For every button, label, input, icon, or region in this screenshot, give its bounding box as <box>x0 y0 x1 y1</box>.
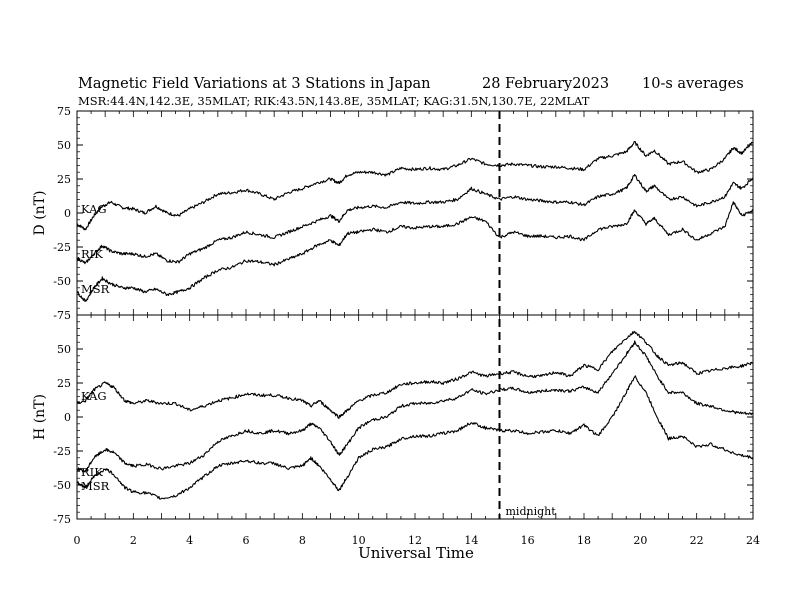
panel-frame <box>76 110 754 316</box>
x-tick-label: 0 <box>74 534 81 547</box>
series-line-msr <box>76 375 754 500</box>
x-axis-label: Universal Time <box>358 544 474 562</box>
series-label-rik: RIK <box>81 465 103 479</box>
y-tick-label: -25 <box>53 445 71 458</box>
y-tick-label: 25 <box>57 377 71 390</box>
y-tick-label: 0 <box>64 207 71 220</box>
series-label-rik: RIK <box>81 247 103 261</box>
chart-averaging: 10-s averages <box>642 76 744 92</box>
series-label-kag: KAG <box>81 202 107 216</box>
x-tick-label: 6 <box>243 534 250 547</box>
chart-date: 28 February2023 <box>482 76 609 92</box>
x-tick-label: 20 <box>633 534 647 547</box>
x-tick-label: 12 <box>408 534 422 547</box>
y-tick-label: -50 <box>53 479 71 492</box>
x-tick-label: 16 <box>521 534 535 547</box>
x-tick-label: 14 <box>464 534 478 547</box>
series-line-kag <box>76 140 754 231</box>
x-tick-label: 2 <box>130 534 137 547</box>
x-tick-label: 22 <box>690 534 704 547</box>
series-line-msr <box>76 201 754 302</box>
y-tick-label: 50 <box>57 139 71 152</box>
x-tick-label: 10 <box>352 534 366 547</box>
midnight-label: midnight <box>506 505 557 518</box>
y-tick-label: -50 <box>53 275 71 288</box>
y-tick-label: 75 <box>57 105 71 118</box>
y-tick-label: 50 <box>57 343 71 356</box>
y-axis-label: D (nT) <box>32 191 48 236</box>
series-line-rik <box>76 340 754 473</box>
series-label-msr: MSR <box>81 282 110 296</box>
y-tick-label: 25 <box>57 173 71 186</box>
x-tick-label: 4 <box>186 534 193 547</box>
series-line-rik <box>76 173 754 265</box>
y-tick-label: 0 <box>64 411 71 424</box>
chart-title: Magnetic Field Variations at 3 Stations … <box>78 76 431 92</box>
series-label-msr: MSR <box>81 479 110 493</box>
y-tick-label: -75 <box>53 309 71 322</box>
chart-subtitle: MSR:44.4N,142.3E, 35MLAT; RIK:43.5N,143.… <box>78 94 590 108</box>
y-tick-label: -75 <box>53 513 71 526</box>
series-line-kag <box>76 330 754 420</box>
y-tick-label: -25 <box>53 241 71 254</box>
x-tick-label: 24 <box>746 534 760 547</box>
series-label-kag: KAG <box>81 389 107 403</box>
x-tick-label: 18 <box>577 534 591 547</box>
x-tick-label: 8 <box>299 534 306 547</box>
y-axis-label: H (nT) <box>32 394 48 440</box>
panel-frame <box>76 314 754 520</box>
